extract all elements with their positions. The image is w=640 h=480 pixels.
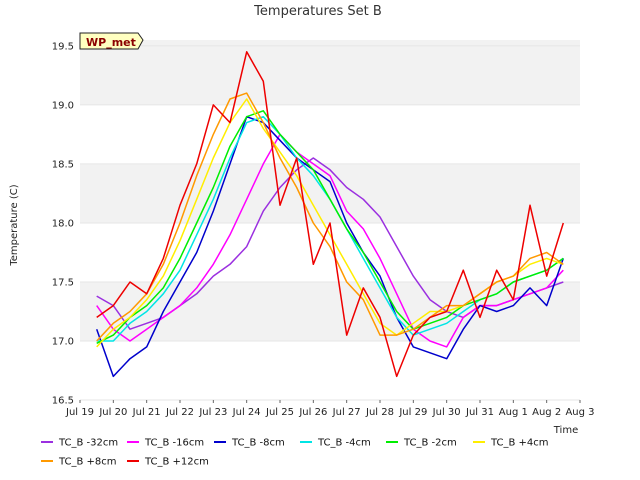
- series-line-tc-b-8cm: [96, 92, 564, 342]
- legend-label: TC_B -4cm: [317, 438, 371, 449]
- legend: TC_B -32cm TC_B -16cm TC_B -8cm TC_B -4cm TC…: [41, 438, 549, 468]
- plot-background: [80, 40, 580, 401]
- x-axis-ticks: Jul 19 Jul 20 Jul 21 Jul 22 Jul 23 Jul 24 Jul …: [65, 400, 595, 418]
- x-tick-label: Jul 29: [398, 407, 427, 418]
- legend-label: TC_B +8cm: [58, 457, 117, 468]
- legend-item-tc-b-12cm: TC_B +12cm: [127, 457, 209, 468]
- series-line-tc-b-2cm: [96, 110, 564, 344]
- y-tick-label: 19.5: [52, 41, 74, 52]
- grid-band: [80, 163, 580, 223]
- x-tick-label: Aug 2: [532, 407, 561, 418]
- legend-label: TC_B -8cm: [231, 438, 285, 449]
- grid-band: [80, 340, 580, 400]
- grid-band: [80, 45, 580, 105]
- x-tick-label: Jul 22: [165, 407, 194, 418]
- grid-band: [80, 281, 580, 341]
- legend-label: TC_B -2cm: [403, 438, 457, 449]
- series-line-tc-b-12cm: [96, 51, 565, 378]
- y-tick-label: 17.5: [52, 277, 74, 288]
- y-tick-label: 18.5: [52, 159, 74, 170]
- y-tick-label: 18.0: [52, 218, 74, 229]
- legend-label: TC_B -32cm: [58, 438, 118, 449]
- grid-band: [80, 40, 580, 46]
- y-tick-label: 17.0: [52, 336, 74, 347]
- legend-label: TC_B +4cm: [490, 438, 549, 449]
- grid-lines: [80, 45, 580, 401]
- grid-band: [80, 222, 580, 282]
- x-tick-label: Jul 23: [198, 407, 227, 418]
- x-tick-label: Jul 19: [65, 407, 94, 418]
- x-tick-label: Aug 1: [499, 407, 528, 418]
- x-tick-label: Jul 26: [298, 407, 327, 418]
- x-tick-label: Jul 28: [365, 407, 394, 418]
- legend-label: TC_B +12cm: [144, 457, 209, 468]
- legend-item-tc-b-2cm: TC_B -2cm: [386, 438, 457, 449]
- x-tick-label: Jul 25: [265, 407, 294, 418]
- x-tick-label: Jul 24: [232, 407, 261, 418]
- grid-band: [80, 104, 580, 164]
- legend-item-tc-b-4cm: TC_B +4cm: [473, 438, 549, 449]
- series-layer: [95, 51, 565, 378]
- x-tick-label: Jul 31: [465, 407, 494, 418]
- chart-title: Temperatures Set B: [253, 4, 382, 19]
- y-axis-label: Temperature (C): [9, 184, 20, 266]
- legend-item-tc-b-8cm: TC_B -8cm: [214, 438, 285, 449]
- x-axis-label: Time: [553, 425, 578, 436]
- x-tick-label: Jul 27: [332, 407, 361, 418]
- badge-box: [79, 32, 144, 50]
- legend-item-tc-b-16cm: TC_B -16cm: [127, 438, 204, 449]
- x-tick-label: Jul 30: [432, 407, 461, 418]
- series-line-tc-b-8cm: [95, 115, 565, 378]
- x-tick-label: Jul 20: [98, 407, 127, 418]
- x-tick-label: Jul 21: [132, 407, 161, 418]
- grid-bands: [80, 40, 580, 400]
- legend-item-tc-b-32cm: TC_B -32cm: [41, 438, 118, 449]
- y-tick-label: 19.0: [52, 100, 74, 111]
- y-tick-label: 16.5: [52, 396, 74, 407]
- series-line-tc-b-16cm: [96, 133, 564, 348]
- legend-label: TC_B -16cm: [144, 438, 204, 449]
- station-badge: WP_met: [79, 32, 144, 50]
- x-tick-label: Aug 3: [565, 407, 594, 418]
- legend-item-tc-b-8cm: TC_B +8cm: [41, 457, 117, 468]
- y-axis-ticks: 16.5 17.0 17.5 18.0 18.5 19.0 19.5: [52, 41, 74, 406]
- legend-item-tc-b-4cm: TC_B -4cm: [300, 438, 371, 449]
- badge-label: WP_met: [86, 36, 136, 49]
